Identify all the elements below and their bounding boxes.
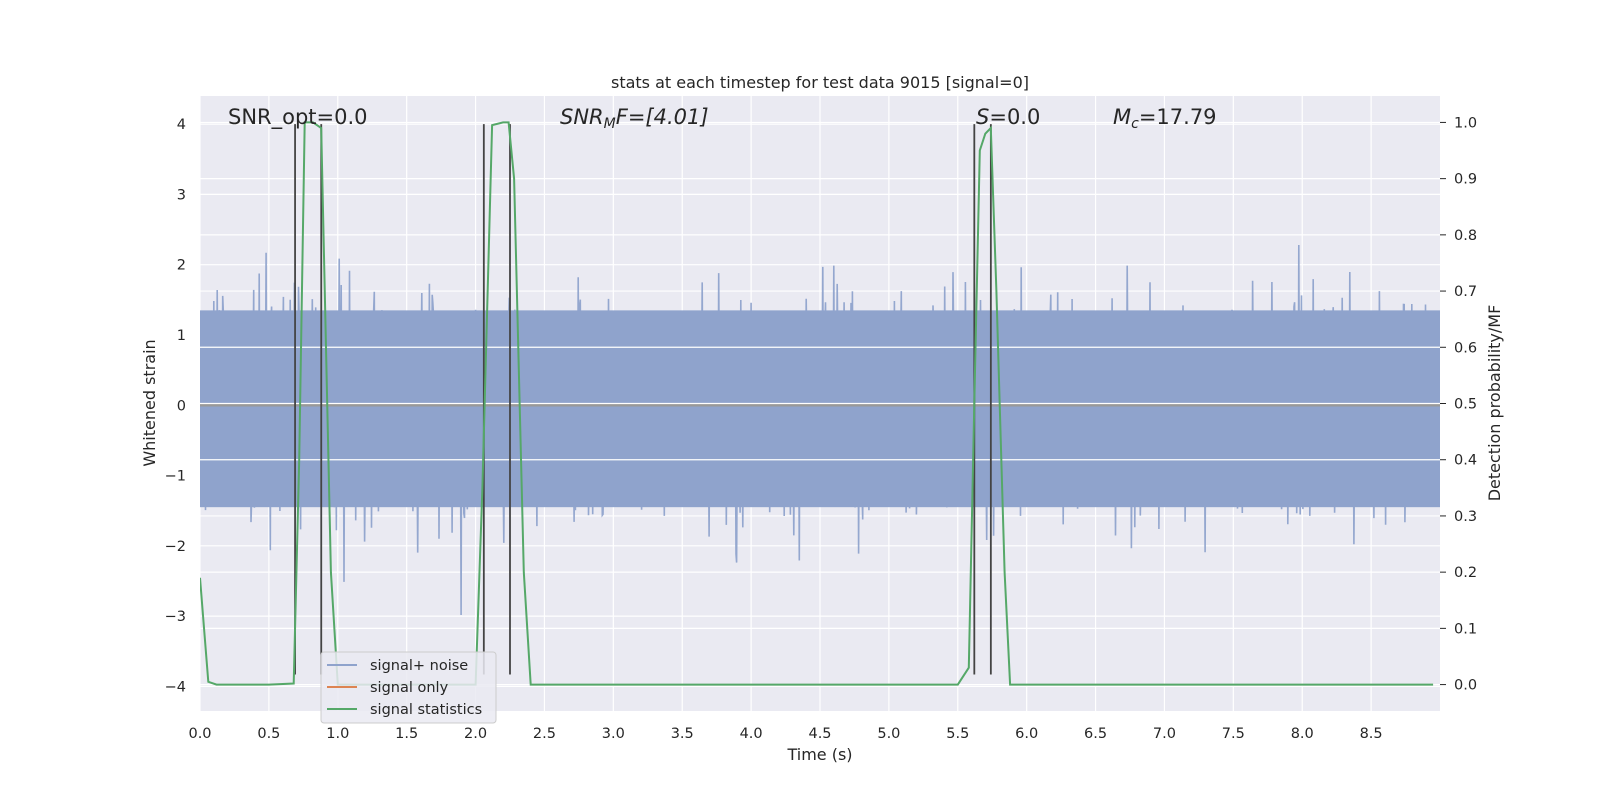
y-right-tick-label: 0.4 [1454, 453, 1477, 469]
y-left-tick-label: −4 [165, 679, 186, 695]
y-left-tick-label: 4 [177, 117, 186, 133]
y-left-tick-label: 2 [177, 258, 186, 274]
x-tick-label: 7.5 [1222, 726, 1245, 742]
annotation-mc-rest: =17.79 [1139, 105, 1217, 129]
y-right-tick-label: 0.2 [1454, 565, 1477, 581]
x-tick-label: 8.5 [1360, 726, 1383, 742]
x-tick-label: 3.5 [671, 726, 694, 742]
x-tick-label: 5.5 [946, 726, 969, 742]
x-tick-label: 7.0 [1153, 726, 1176, 742]
y-axis-right-ticks: 1.0 0.9 0.8 0.7 0.6 0.5 0.4 0.3 0.2 0.1 0.0 [1440, 115, 1477, 694]
y-left-tick-label: −2 [165, 539, 186, 555]
x-tick-label: 8.0 [1291, 726, 1314, 742]
statistics-line-layer [200, 121, 1434, 686]
x-tick-label: 2.5 [533, 726, 556, 742]
annotation-snr-mf-rest-f: F=[4.01] [616, 105, 709, 129]
annotation-mc-italic: M [1113, 105, 1131, 129]
x-axis-ticks: 0.0 0.5 1.0 1.5 2.0 2.5 3.0 3.5 4.0 4.5 5.0 5.5 6.0 6… [188, 726, 1382, 742]
series-signal-statistics [200, 121, 1434, 686]
x-tick-label: 0.0 [188, 726, 211, 742]
y-left-tick-label: 3 [177, 187, 186, 203]
legend-box [320, 651, 497, 724]
x-tick-label: 5.0 [877, 726, 900, 742]
y-left-tick-label: −1 [165, 469, 186, 485]
y-left-tick-label: 0 [177, 398, 186, 414]
x-tick-label: 4.0 [740, 726, 763, 742]
y-right-tick-label: 1.0 [1454, 115, 1477, 131]
y-right-tick-label: 0.7 [1454, 284, 1477, 300]
annotation-mc: Mc=17.79 [1113, 105, 1217, 132]
series-signal-noise-band [200, 310, 1440, 508]
chart-title: stats at each timestep for test data 901… [611, 73, 1029, 92]
legend-label-signal-only: signal only [370, 680, 449, 696]
x-tick-label: 0.5 [257, 726, 280, 742]
annotation-s-rest: =0.0 [989, 105, 1040, 129]
annotation-mc-sub: c [1131, 116, 1139, 132]
y-axis-right-label: Detection probability/MF [1485, 305, 1504, 502]
x-tick-label: 1.5 [395, 726, 418, 742]
x-tick-label: 3.0 [602, 726, 625, 742]
y-left-tick-label: −3 [165, 609, 186, 625]
x-tick-label: 2.0 [464, 726, 487, 742]
annotation-snr-mf-label: SNR [560, 105, 604, 129]
y-left-tick-label: 1 [177, 328, 186, 344]
y-right-tick-label: 0.1 [1454, 621, 1477, 637]
legend: signal+ noise signal only signal statist… [320, 651, 497, 724]
plot-area [200, 244, 1440, 616]
legend-label-noise: signal+ noise [370, 658, 468, 674]
y-axis-left-label: Whitened strain [140, 339, 159, 466]
x-tick-label: 6.0 [1015, 726, 1038, 742]
x-axis-label: Time (s) [786, 745, 852, 764]
y-axis-left-ticks: 4 3 2 1 0 −1 −2 −3 −4 [165, 117, 186, 695]
x-tick-label: 1.0 [326, 726, 349, 742]
y-right-tick-label: 0.5 [1454, 397, 1477, 413]
y-right-tick-label: 0.6 [1454, 340, 1477, 356]
annotation-s: S=0.0 [976, 105, 1040, 129]
y-right-tick-label: 0.3 [1454, 509, 1477, 525]
x-tick-label: 6.5 [1084, 726, 1107, 742]
annotation-snr-opt: SNR_opt=0.0 [228, 105, 368, 130]
y-right-tick-label: 0.9 [1454, 172, 1477, 188]
x-tick-label: 4.5 [808, 726, 831, 742]
annotation-snr-mf-sub: M [604, 116, 616, 132]
annotation-snr-mf: SNRMF=[4.01] [560, 105, 709, 132]
annotation-s-italic: S [976, 105, 989, 129]
y-right-tick-label: 0.0 [1454, 678, 1477, 694]
y-right-tick-label: 0.8 [1454, 228, 1477, 244]
legend-label-statistics: signal statistics [370, 702, 482, 718]
